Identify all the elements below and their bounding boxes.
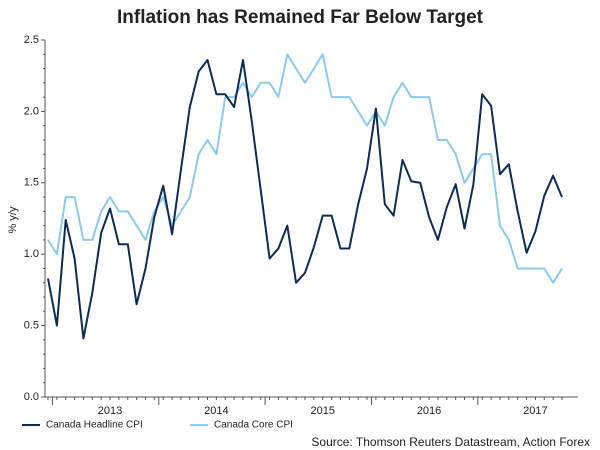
y-tick-label: 2.5: [24, 34, 39, 46]
source-note: Source: Thomson Reuters Datastream, Acti…: [311, 435, 590, 449]
y-tick-label: 1.0: [24, 248, 39, 260]
x-tick-label: 2015: [310, 405, 334, 417]
y-tick-label: 0.0: [24, 391, 39, 403]
legend-label: Canada Headline CPI: [46, 420, 143, 431]
x-tick-label: 2014: [204, 405, 228, 417]
chart-title: Inflation has Remained Far Below Target: [117, 7, 484, 28]
y-tick-label: 2.0: [24, 105, 39, 117]
series-line: [47, 59, 563, 340]
y-tick-label: 1.5: [24, 177, 39, 189]
legend-label: Canada Core CPI: [214, 420, 293, 431]
x-tick-label: 2016: [417, 405, 441, 417]
x-tick-label: 2017: [523, 405, 547, 417]
y-tick-label: 0.5: [24, 320, 39, 332]
x-tick-label: 2013: [98, 405, 122, 417]
y-axis-label: % y/y: [7, 206, 19, 233]
